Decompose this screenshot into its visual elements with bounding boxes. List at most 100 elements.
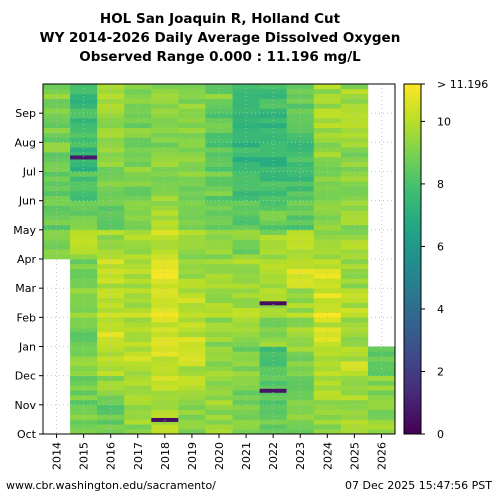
- heatmap-cell: [178, 195, 206, 201]
- heatmap-cell: [286, 215, 315, 221]
- heatmap-cell: [286, 424, 315, 430]
- heatmap-cell: [151, 336, 179, 342]
- heatmap-cell: [124, 98, 152, 104]
- heatmap-cell: [124, 156, 152, 163]
- heatmap-cell: [205, 361, 233, 367]
- heatmap-cell: [286, 244, 315, 250]
- heatmap-cell: [97, 88, 125, 95]
- heatmap-cell: [313, 293, 342, 299]
- heatmap-cell: [313, 336, 342, 342]
- heatmap-cell: [232, 239, 260, 245]
- heatmap-cell: [259, 244, 287, 250]
- heatmap-cell: [70, 244, 98, 250]
- heatmap-cell: [43, 195, 71, 201]
- heatmap-cell: [286, 351, 315, 357]
- heatmap-cell: [259, 312, 287, 318]
- heatmap-cell: [124, 331, 152, 338]
- heatmap-cell: [151, 419, 179, 425]
- heatmap-cell: [313, 356, 342, 362]
- heatmap-cell: [286, 317, 315, 323]
- heatmap-cell: [205, 98, 233, 104]
- source-url: www.cbr.washington.edu/sacramento/: [6, 479, 216, 492]
- y-tick-label: Jan: [18, 341, 36, 354]
- heatmap-cell: [286, 312, 315, 318]
- heatmap-cell: [259, 215, 287, 221]
- heatmap-cell: [178, 336, 206, 342]
- heatmap-cell: [97, 166, 125, 172]
- heatmap-cell: [205, 200, 233, 206]
- heatmap-cell: [70, 288, 98, 294]
- heatmap-cell: [259, 239, 287, 245]
- heatmap-cell: [151, 370, 179, 376]
- heatmap-cell: [340, 147, 369, 153]
- heatmap-cell: [340, 239, 369, 245]
- heatmap-cell: [205, 103, 233, 109]
- heatmap-cell: [70, 331, 98, 338]
- x-tick-label: 2019: [186, 442, 199, 470]
- heatmap-cell: [97, 84, 125, 90]
- heatmap-cell: [70, 239, 98, 245]
- heatmap-cell: [70, 220, 98, 226]
- heatmap-cell: [286, 190, 315, 197]
- heatmap-cell: [286, 370, 315, 376]
- heatmap-cell: [151, 380, 179, 386]
- heatmap-cell: [232, 181, 260, 187]
- heatmap-cell: [286, 152, 315, 158]
- heatmap-cell: [205, 224, 233, 231]
- heatmap-cell: [124, 88, 152, 95]
- heatmap-cell: [313, 404, 342, 410]
- heatmap-cell: [340, 171, 369, 177]
- heatmap-cell: [286, 176, 315, 182]
- heatmap-cell: [124, 263, 152, 270]
- x-tick-label: 2022: [267, 442, 280, 470]
- heatmap-cell: [97, 152, 125, 158]
- heatmap-cell: [178, 414, 206, 420]
- heatmap-cell: [340, 370, 369, 376]
- heatmap-cell: [124, 215, 152, 221]
- heatmap-cell: [151, 385, 179, 391]
- heatmap-cell: [313, 429, 342, 435]
- heatmap-cell: [70, 127, 98, 133]
- heatmap-cell: [286, 380, 315, 386]
- heatmap-cell: [340, 200, 369, 206]
- heatmap-cell: [178, 395, 206, 401]
- heatmap-cell: [286, 166, 315, 172]
- x-tick-label: 2015: [78, 442, 91, 470]
- heatmap-cell: [151, 395, 179, 401]
- heatmap-cell: [232, 190, 260, 197]
- heatmap-cell: [70, 312, 98, 318]
- heatmap-cell: [286, 414, 315, 420]
- heatmap-cell: [367, 370, 396, 376]
- heatmap-cell: [151, 302, 179, 308]
- heatmap-cell: [259, 288, 287, 294]
- heatmap-cell: [97, 414, 125, 420]
- heatmap-cell: [286, 283, 315, 289]
- heatmap-cell: [178, 293, 206, 299]
- heatmap-cell: [43, 98, 71, 104]
- heatmap-cell: [286, 263, 315, 270]
- heatmap-cell: [259, 302, 287, 308]
- heatmap-cell: [232, 404, 260, 410]
- heatmap-cell: [205, 181, 233, 187]
- heatmap-cell: [205, 113, 233, 119]
- heatmap-cell: [340, 375, 369, 381]
- heatmap-cell: [70, 336, 98, 342]
- heatmap-cell: [97, 98, 125, 104]
- heatmap-cell: [124, 380, 152, 386]
- heatmap-cell: [70, 385, 98, 391]
- heatmap-cell: [205, 220, 233, 226]
- heatmap-cell: [151, 331, 179, 338]
- heatmap-cell: [70, 263, 98, 270]
- heatmap-cell: [70, 399, 98, 406]
- heatmap-cell: [70, 419, 98, 425]
- heatmap-cell: [124, 127, 152, 133]
- heatmap-cell: [232, 327, 260, 333]
- heatmap-cell: [70, 278, 98, 284]
- heatmap-cell: [97, 171, 125, 177]
- heatmap-cell: [70, 156, 98, 163]
- heatmap-cell: [70, 404, 98, 410]
- heatmap-cell: [97, 268, 125, 274]
- heatmap-cell: [151, 108, 179, 114]
- heatmap-cell: [205, 385, 233, 391]
- heatmap-cell: [70, 370, 98, 376]
